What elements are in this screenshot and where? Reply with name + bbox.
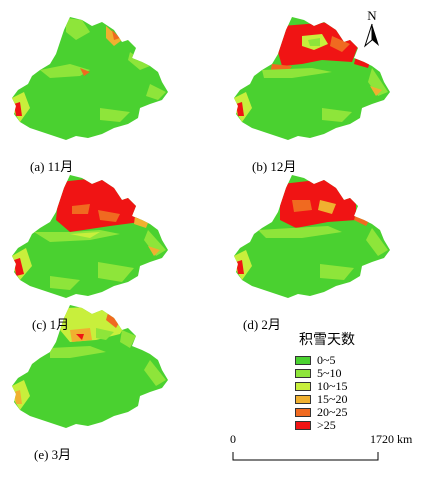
scale-bar-line (232, 452, 379, 461)
legend-items: 0~5 5~10 10~15 15~20 20~25 >25 (295, 354, 395, 432)
legend-swatch (295, 408, 311, 417)
legend-swatch (295, 369, 311, 378)
caption-mar: (e) 3月 (34, 447, 72, 462)
legend-item: 20~25 (295, 406, 395, 419)
legend-item: 15~20 (295, 393, 395, 406)
legend-item: 0~5 (295, 354, 395, 367)
legend-label: 15~20 (317, 392, 348, 406)
map-nov (12, 17, 168, 140)
scale-bar (232, 452, 379, 461)
caption-nov: (a) 11月 (30, 159, 74, 174)
legend-item: >25 (295, 419, 395, 432)
legend-label: 20~25 (317, 405, 348, 419)
legend-label: 10~15 (317, 379, 348, 393)
caption-jan: (c) 1月 (32, 317, 70, 332)
caption-dec: (b) 12月 (252, 159, 297, 174)
north-arrow: N (360, 8, 384, 57)
legend-label: 0~5 (317, 353, 336, 367)
scale-start-label: 0 (230, 432, 236, 446)
north-label: N (367, 8, 377, 23)
legend-item: 5~10 (295, 367, 395, 380)
legend-item: 10~15 (295, 380, 395, 393)
caption-feb: (d) 2月 (243, 317, 281, 332)
legend-title: 积雪天数 (299, 332, 355, 348)
map-feb (234, 175, 390, 298)
legend-label: 5~10 (317, 366, 342, 380)
scale-end-label: 1720 km (370, 432, 413, 446)
north-arrow-icon: N (363, 8, 379, 48)
map-dec (234, 17, 390, 140)
legend: 积雪天数 0~5 5~10 10~15 15~20 20~25 >25 (295, 332, 395, 432)
legend-swatch (295, 421, 311, 430)
legend-swatch (295, 356, 311, 365)
legend-swatch (295, 382, 311, 391)
legend-label: >25 (317, 418, 336, 432)
map-jan (12, 175, 168, 298)
legend-swatch (295, 395, 311, 404)
